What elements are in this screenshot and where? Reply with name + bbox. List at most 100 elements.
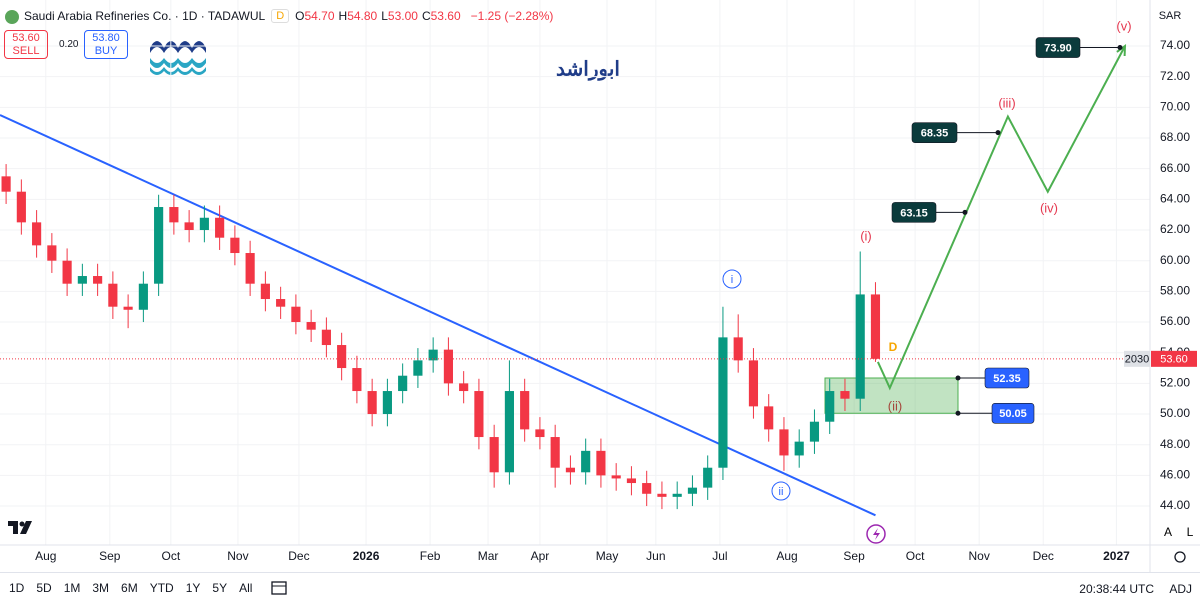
candle-body: [154, 207, 164, 284]
x-tick-label: Sep: [843, 549, 865, 563]
x-tick-label: Jul: [712, 549, 727, 563]
candle-body: [77, 276, 87, 284]
last-price-tag: [1151, 350, 1197, 367]
x-tick-label: Aug: [35, 549, 56, 563]
y-tick-label: 72.00: [1160, 69, 1190, 83]
range-button[interactable]: 3M: [92, 581, 110, 595]
sell-button[interactable]: 53.60 SELL: [4, 30, 48, 59]
wave-label: (iv): [1040, 200, 1058, 215]
range-button[interactable]: 1Y: [185, 581, 201, 595]
last-price-label: 53.60: [1160, 354, 1188, 366]
candle-body: [230, 237, 240, 254]
range-buttons: 1D 5D 1M 3M 6M YTD 1Y 5Y All: [0, 581, 255, 595]
ohlc-value: 53.00: [387, 9, 418, 23]
target-tag: [911, 122, 958, 143]
x-tick-label: Dec: [288, 549, 309, 563]
x-tick-label: Nov: [969, 549, 990, 563]
candle-body: [1, 176, 11, 192]
candle-body: [337, 345, 347, 369]
candle-body: [367, 391, 377, 415]
candle-body: [870, 294, 881, 359]
ohlc-value: 53.60: [430, 9, 461, 23]
candle-body: [93, 276, 103, 284]
candle-body: [321, 329, 331, 346]
range-button[interactable]: 5Y: [212, 581, 228, 595]
y-tick-label: 56.00: [1160, 314, 1190, 328]
candle-body: [260, 283, 270, 300]
target-tag: [891, 202, 937, 223]
log-scale-button[interactable]: L: [1187, 525, 1194, 539]
calendar-icon[interactable]: [269, 578, 289, 598]
y-tick-label: 64.00: [1160, 192, 1190, 206]
adj-button[interactable]: ADJ: [1169, 582, 1192, 596]
candle-body: [550, 437, 560, 468]
symbol-title[interactable]: Saudi Arabia Refineries Co. · 1D · TADAW…: [24, 9, 266, 23]
wave-label: (iii): [998, 95, 1015, 110]
background: [0, 0, 1200, 572]
candle-body: [428, 349, 438, 361]
x-tick-label: Oct: [161, 549, 180, 563]
target-dot: [955, 375, 961, 381]
y-tick-label: 60.00: [1160, 253, 1190, 267]
auto-scale-button[interactable]: A: [1164, 525, 1172, 539]
target-tag: [991, 402, 1035, 424]
ohlc: O54.70 H54.80 L53.00 C53.60: [295, 9, 465, 23]
candle-body: [764, 406, 774, 430]
range-button[interactable]: 6M: [121, 581, 138, 595]
range-button[interactable]: All: [239, 581, 253, 595]
candle-body: [352, 368, 362, 392]
y-tick-label: 66.00: [1160, 161, 1190, 175]
candle-body: [794, 441, 804, 456]
wave-label: (ii): [888, 398, 902, 413]
candle-body: [199, 217, 209, 231]
x-tick-label: 2026: [353, 549, 380, 563]
watermark: ابوراشد: [556, 58, 620, 81]
candle-body: [382, 391, 392, 415]
cycle-label: i: [731, 274, 733, 286]
projection-line: [876, 45, 1126, 391]
currency-button[interactable]: SAR: [1159, 10, 1182, 22]
spread: 0.20: [59, 39, 79, 50]
y-tick-label: 44.00: [1160, 498, 1190, 512]
candle-body: [825, 391, 835, 422]
candle-body: [245, 253, 255, 284]
tv-logo: [8, 521, 32, 534]
ohlc-key: L: [381, 9, 388, 23]
ohlc-value: 54.70: [304, 9, 335, 23]
y-tick-label: 74.00: [1160, 38, 1190, 52]
alert-icon[interactable]: [866, 524, 886, 544]
range-button[interactable]: 1M: [63, 581, 81, 595]
x-tick-label: Oct: [906, 549, 925, 563]
candle-body: [459, 383, 469, 392]
x-tick-label: Jun: [646, 549, 665, 563]
ohlc-key: C: [421, 9, 431, 23]
x-tick-label: Feb: [420, 549, 441, 563]
countdown-tag: [1124, 350, 1150, 367]
candle-body: [474, 391, 484, 438]
candle-body: [748, 360, 759, 407]
candle-body: [840, 391, 850, 399]
target-dot: [962, 209, 968, 215]
buy-price: 53.80: [92, 32, 120, 44]
settings-icon[interactable]: [1174, 551, 1186, 563]
cycle-circle: [722, 269, 742, 289]
candle-body: [855, 294, 865, 399]
ohlc-key: O: [295, 9, 305, 23]
y-tick-label: 58.00: [1160, 284, 1190, 298]
range-button[interactable]: 1D: [9, 581, 25, 595]
candle-body: [718, 337, 728, 468]
buy-button[interactable]: 53.80 BUY: [84, 30, 128, 59]
candle-body: [16, 191, 26, 223]
y-tick-label: 62.00: [1160, 222, 1190, 236]
y-tick-label: 68.00: [1160, 130, 1190, 144]
wave-label: (v): [1116, 18, 1131, 33]
x-tick-label: Mar: [478, 549, 499, 563]
candle-body: [657, 493, 667, 497]
target-tag: [1035, 37, 1081, 58]
marker-label: D: [889, 340, 898, 354]
range-button[interactable]: 5D: [36, 581, 52, 595]
range-button[interactable]: YTD: [149, 581, 174, 595]
buy-label: BUY: [94, 45, 118, 57]
candle-body: [520, 391, 530, 430]
logo: [150, 41, 206, 75]
